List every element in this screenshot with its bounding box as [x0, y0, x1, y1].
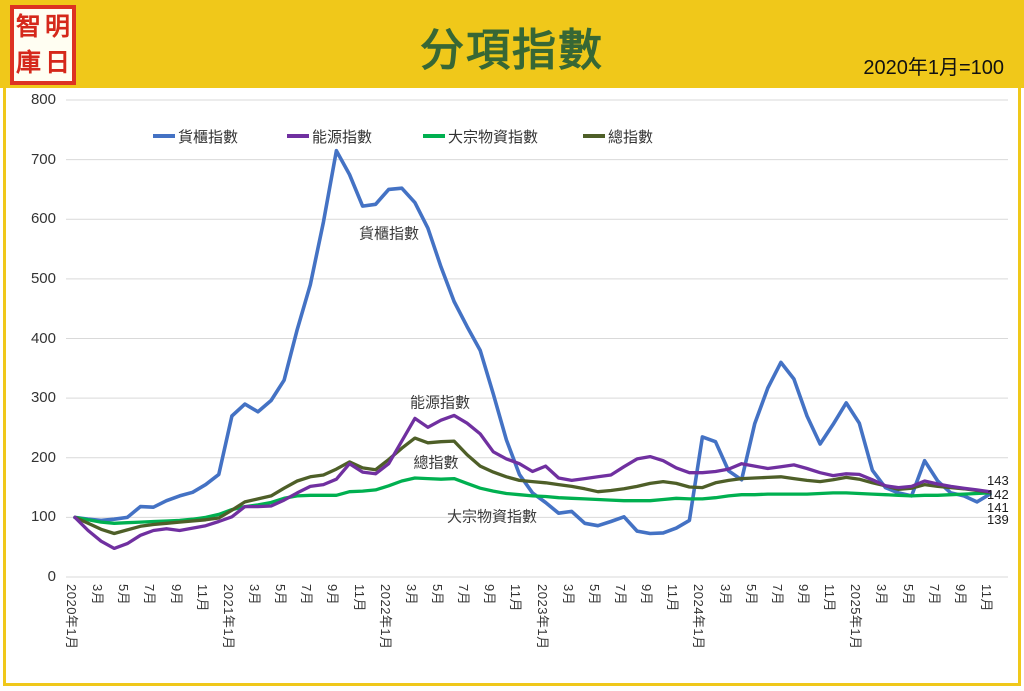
x-tick-label: 2021年1月: [220, 584, 236, 650]
chart-area: 0 100 200 300 400 500 600 700 800 2020年1月 3月 5月 7月 9…: [0, 88, 1024, 691]
end-value-label: 142: [987, 487, 1009, 502]
header-band: 智 明 庫 日 分項指數 2020年1月=100: [0, 0, 1024, 88]
legend-item: 總指數: [583, 128, 654, 146]
logo-char: 日: [44, 49, 70, 77]
x-tick-label: 11月: [822, 584, 838, 612]
x-tick-label: 9月: [325, 584, 341, 606]
logo-char: 庫: [15, 49, 41, 77]
logo-char: 明: [44, 13, 70, 41]
annotation-label: 總指數: [413, 454, 459, 472]
legend-label: 大宗物資指數: [448, 128, 539, 146]
x-tick-label: 11月: [979, 584, 994, 612]
legend-swatch: [287, 134, 309, 138]
x-tick-label: 5月: [430, 584, 445, 606]
x-tick-label: 2022年1月: [377, 584, 393, 650]
series-line-energy-index: [73, 413, 992, 551]
x-tick-label: 7月: [456, 584, 472, 606]
y-tick-label-700: 700: [30, 150, 56, 168]
y-tick-label-300: 300: [30, 389, 56, 407]
x-tick-label: 7月: [299, 584, 315, 606]
legend-swatch: [153, 134, 175, 138]
x-tick-label: 3月: [717, 584, 733, 606]
x-tick-label: 3月: [403, 584, 419, 606]
end-value-label: 139: [987, 512, 1009, 527]
x-tick-label: 7月: [769, 584, 785, 606]
y-tick-label-200: 200: [30, 448, 56, 466]
legend-item: 貨櫃指數: [153, 128, 239, 146]
x-tick-label: 7月: [142, 584, 158, 606]
legend-label: 總指數: [608, 128, 654, 146]
x-tick-label: 9月: [952, 584, 968, 606]
x-tick-label: 2020年1月: [64, 584, 79, 650]
y-tick-label-500: 500: [30, 269, 56, 287]
legend-label: 能源指數: [312, 128, 373, 146]
y-tick-label-800: 800: [30, 91, 56, 108]
x-tick-label: 9月: [168, 584, 184, 606]
y-tick-label-400: 400: [30, 329, 56, 347]
annotation-label: 大宗物資指數: [446, 508, 538, 526]
x-tick-label: 2025年1月: [848, 584, 864, 650]
x-tick-label: 5月: [116, 584, 132, 606]
x-tick-label: 9月: [639, 584, 655, 606]
x-tick-label: 9月: [482, 584, 498, 606]
x-tick-label: 11月: [351, 584, 367, 612]
annotation-label: 能源指數: [409, 394, 471, 412]
series-line-total-index: [73, 436, 992, 536]
page-title: 分項指數: [420, 26, 604, 75]
logo-char: 智: [15, 13, 41, 41]
x-tick-label: 3月: [90, 584, 106, 606]
end-value-label: 143: [987, 473, 1009, 488]
legend-label: 貨櫃指數: [178, 128, 239, 146]
legend-item: 大宗物資指數: [423, 128, 539, 146]
x-tick-label: 5月: [900, 584, 916, 606]
y-tick-label-100: 100: [30, 508, 56, 526]
x-tick-label: 3月: [247, 584, 262, 606]
x-tick-label: 5月: [586, 584, 602, 606]
x-tick-label: 7月: [613, 584, 628, 606]
x-tick-label: 3月: [560, 584, 576, 606]
x-tick-label: 11月: [194, 584, 210, 612]
x-tick-label: 5月: [743, 584, 759, 606]
x-tick-label: 9月: [796, 584, 811, 606]
think-tank-logo: 智 明 庫 日: [10, 5, 76, 85]
legend-swatch: [423, 134, 445, 138]
annotation-label: 貨櫃指數: [358, 225, 420, 243]
x-tick-label: 11月: [508, 584, 524, 612]
legend-swatch: [583, 134, 605, 138]
end-value-label: 141: [987, 500, 1009, 515]
series-line-container-index: [73, 148, 992, 536]
y-tick-label-0: 0: [47, 568, 56, 585]
y-tick-label-600: 600: [30, 210, 56, 228]
legend-item: 能源指數: [287, 128, 373, 146]
x-tick-label: 11月: [665, 584, 681, 612]
x-tick-label: 7月: [926, 584, 942, 606]
line-chart: [66, 99, 1008, 578]
x-tick-label: 2023年1月: [534, 584, 550, 650]
x-tick-label: 3月: [874, 584, 890, 606]
base-period-note: 2020年1月=100: [863, 57, 1004, 79]
x-tick-label: 5月: [273, 584, 289, 606]
x-tick-label: 2024年1月: [691, 584, 707, 650]
